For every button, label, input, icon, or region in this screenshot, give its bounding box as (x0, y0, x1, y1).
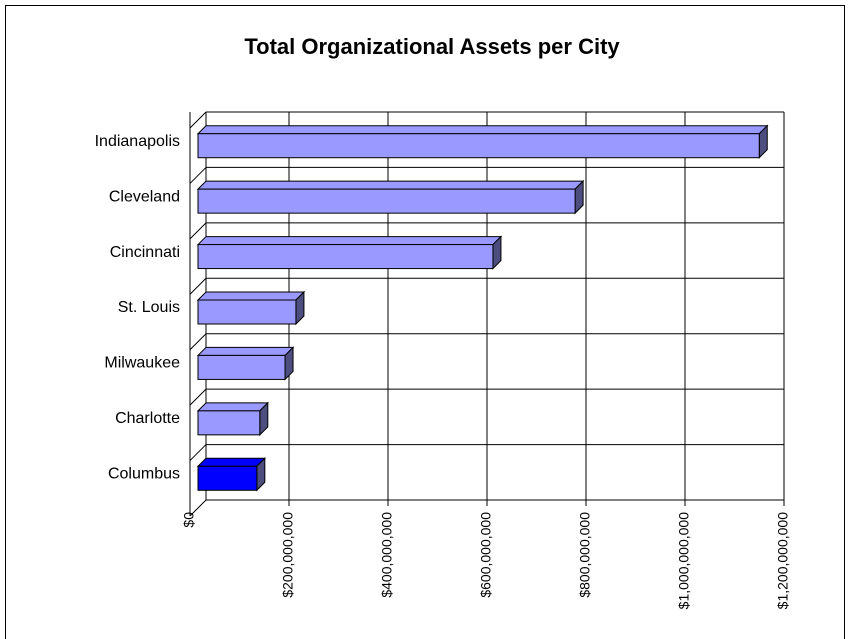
y-tick-label: Cincinnati (110, 244, 180, 261)
bar-top (196, 291, 306, 301)
bar-top (196, 236, 503, 246)
bar (196, 179, 585, 215)
bar (196, 346, 295, 381)
x-tick-label: $600,000,000 (478, 512, 494, 598)
bar (196, 235, 503, 270)
y-tick-label: St. Louis (118, 299, 180, 316)
bar-top (196, 402, 270, 412)
depth-line (189, 167, 207, 184)
bar-front (197, 244, 494, 270)
x-tick-label: $400,000,000 (379, 512, 395, 598)
bar-top (196, 125, 769, 135)
bar-top (196, 180, 585, 190)
chart-title: Total Organizational Assets per City (244, 34, 620, 59)
x-tick-label: $1,000,000,000 (676, 512, 692, 610)
bar-front (197, 465, 258, 491)
bar (196, 290, 306, 326)
depth-line (189, 444, 207, 461)
x-tick-label: $0 (181, 512, 197, 528)
y-tick-label: Charlotte (115, 410, 180, 427)
depth-line (189, 333, 207, 351)
chart-border (5, 5, 845, 639)
depth-line (189, 388, 207, 406)
depth-line (189, 222, 207, 240)
y-tick-label: Milwaukee (104, 355, 180, 372)
bar (196, 457, 267, 492)
x-tick-label: $200,000,000 (280, 512, 296, 598)
bar-top (196, 457, 267, 467)
x-tick-label: $1,200,000,000 (775, 512, 791, 610)
bar-front (197, 410, 261, 436)
y-tick-label: Columbus (108, 466, 180, 483)
depth-line (189, 499, 207, 517)
bar-front (197, 354, 286, 380)
depth-line (189, 111, 207, 129)
y-tick-label: Cleveland (109, 188, 180, 205)
bar-front (197, 133, 760, 159)
bar (196, 124, 769, 159)
bar-top (196, 346, 295, 356)
x-tick-label: $800,000,000 (577, 512, 593, 598)
bar-front (197, 299, 297, 325)
bar-front (197, 188, 576, 214)
bar (196, 401, 270, 437)
y-tick-label: Indianapolis (95, 133, 180, 150)
depth-line (189, 277, 207, 295)
